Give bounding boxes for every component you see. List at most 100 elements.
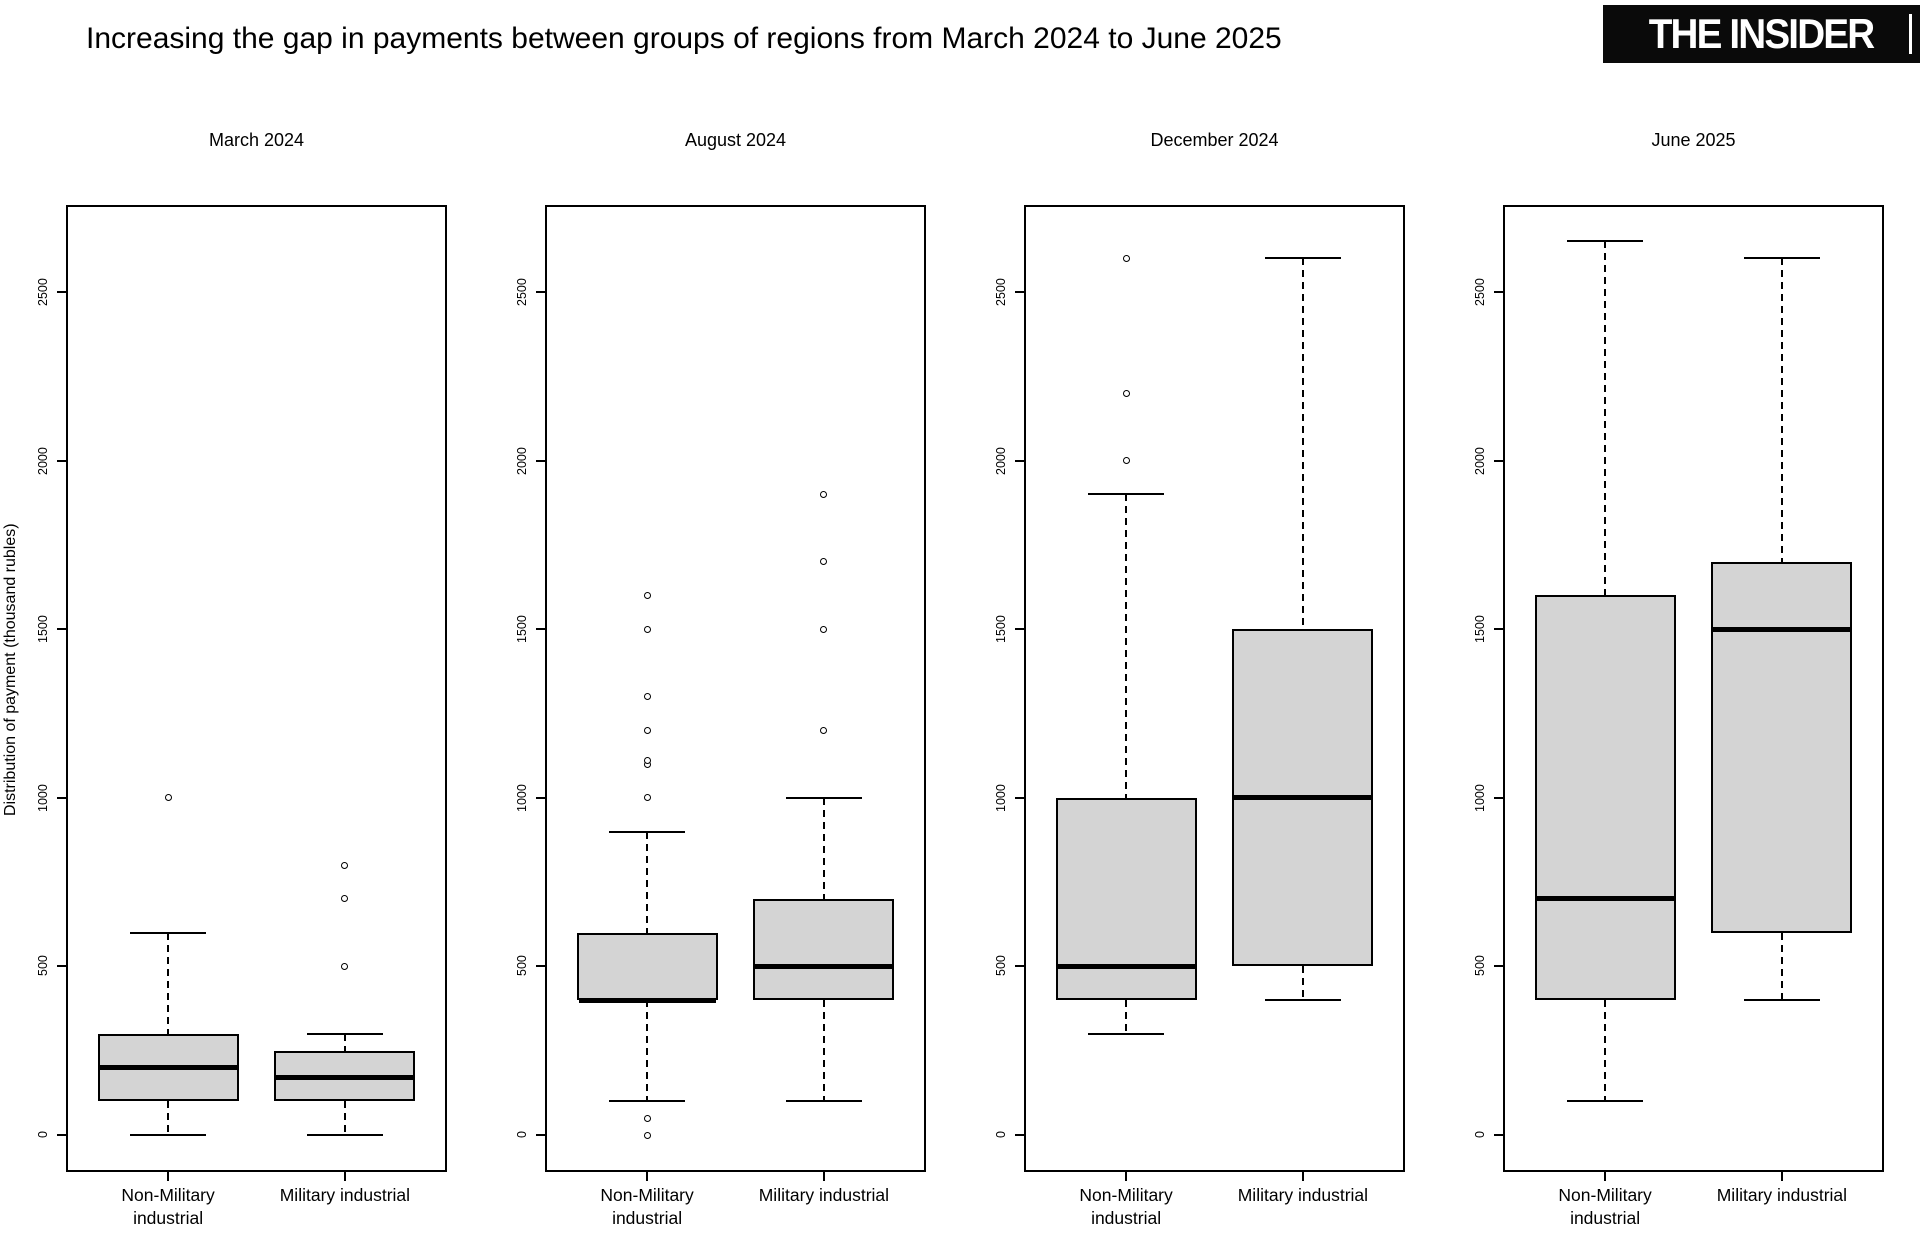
y-tick-label: 500	[994, 955, 1008, 977]
panel-title: June 2025	[1651, 130, 1736, 150]
outlier-point	[820, 490, 828, 498]
y-tick-label: 2500	[36, 278, 50, 306]
x-axis-tick	[1780, 1172, 1783, 1181]
upper-whisker-cap	[609, 830, 686, 833]
outlier-point	[643, 625, 651, 633]
y-tick-label: 1000	[515, 783, 529, 812]
the-insider-logo: THE INSIDER	[1603, 5, 1920, 63]
box-rect	[576, 932, 718, 1001]
y-tick-label: 1000	[994, 783, 1008, 812]
y-tick-label: 2500	[1473, 278, 1487, 306]
plot-frame	[545, 205, 926, 1172]
outlier-point	[1122, 254, 1130, 262]
y-axis-tick	[1015, 796, 1024, 799]
y-axis-tick	[57, 291, 66, 293]
y-axis-tick	[536, 291, 545, 293]
y-tick-label: 1500	[36, 615, 50, 644]
y-axis-tick	[57, 965, 66, 968]
box-rect	[1055, 797, 1197, 1001]
y-tick-label: 0	[994, 1131, 1008, 1139]
outlier-point	[1122, 457, 1130, 465]
median-line	[1713, 626, 1851, 632]
upper-whisker-cap	[306, 1032, 383, 1035]
x-axis-tick	[1125, 1172, 1128, 1181]
y-tick-label: 500	[515, 955, 529, 977]
plot-frame	[66, 205, 447, 1172]
y-axis-tick	[57, 1134, 66, 1136]
outlier-point	[820, 726, 828, 734]
x-axis-tick	[1604, 1172, 1607, 1181]
upper-whisker-line	[1125, 494, 1128, 798]
outlier-point	[643, 757, 651, 765]
median-line	[1536, 896, 1674, 902]
y-axis-title: Distribution of payment (thousand rubles…	[2, 523, 19, 817]
y-axis-tick	[1494, 628, 1503, 631]
y-axis-tick	[1015, 291, 1024, 293]
y-tick-label: 2000	[515, 446, 529, 475]
upper-whisker-cap	[130, 931, 207, 934]
y-tick-label: 500	[36, 955, 50, 977]
lower-whisker-cap	[1567, 1100, 1644, 1103]
y-tick-label: 2500	[994, 278, 1008, 306]
outlier-point	[643, 591, 651, 599]
y-axis-tick	[536, 796, 545, 799]
y-tick-label: 1500	[994, 615, 1008, 644]
y-tick-label: 0	[1473, 1131, 1487, 1139]
panel-title: March 2024	[208, 130, 305, 150]
outlier-point	[341, 962, 349, 970]
x-axis-tick	[167, 1172, 170, 1181]
y-axis-tick	[57, 459, 66, 462]
lower-whisker-cap	[1088, 1032, 1165, 1035]
outlier-point	[341, 895, 349, 903]
lower-whisker-cap	[1743, 999, 1820, 1002]
lower-whisker-cap	[785, 1100, 862, 1103]
outlier-point	[164, 794, 172, 802]
y-axis-tick	[57, 796, 66, 799]
category-label: Non-Military industrial	[1558, 1185, 1652, 1228]
x-axis-tick	[343, 1172, 346, 1181]
lower-whisker-line	[822, 1000, 825, 1102]
median-line	[1057, 963, 1195, 969]
lower-whisker-line	[167, 1101, 170, 1135]
x-axis-tick	[646, 1172, 649, 1181]
median-line	[755, 963, 893, 969]
outlier-point	[643, 794, 651, 802]
lower-whisker-cap	[1264, 999, 1341, 1002]
box-rect	[753, 898, 895, 1001]
y-axis-tick	[536, 459, 545, 462]
lower-whisker-cap	[306, 1134, 383, 1136]
outlier-point	[643, 1114, 651, 1122]
lower-whisker-line	[1780, 932, 1783, 1001]
y-axis-tick	[1494, 796, 1503, 799]
y-tick-label: 2000	[994, 446, 1008, 475]
outlier-point	[643, 726, 651, 734]
category-label: Non-Military industrial	[600, 1185, 694, 1228]
category-label: Military industrial	[1716, 1185, 1848, 1205]
upper-whisker-line	[167, 932, 170, 1034]
upper-whisker-line	[822, 797, 825, 899]
y-tick-label: 0	[515, 1131, 529, 1139]
upper-whisker-line	[646, 831, 649, 933]
y-tick-label: 1000	[36, 783, 50, 812]
y-axis-tick	[1494, 965, 1503, 968]
y-tick-label: 2000	[36, 446, 50, 475]
panel-title: December 2024	[1150, 130, 1279, 150]
x-axis-tick	[822, 1172, 825, 1181]
y-axis-tick	[1015, 459, 1024, 462]
outlier-point	[1122, 389, 1130, 397]
category-label: Non-Military industrial	[1079, 1185, 1173, 1228]
y-axis-tick	[536, 965, 545, 968]
y-axis-tick	[536, 628, 545, 631]
median-line	[1234, 795, 1372, 801]
x-axis-tick	[1301, 1172, 1304, 1181]
lower-whisker-line	[646, 1000, 649, 1102]
median-line	[578, 997, 716, 1003]
category-label: Non-Military industrial	[121, 1185, 215, 1228]
y-axis-tick	[1494, 1134, 1503, 1136]
outlier-point	[341, 861, 349, 869]
box-rect	[1534, 595, 1676, 1001]
y-axis-tick	[57, 628, 66, 631]
y-axis-tick	[1015, 1134, 1024, 1136]
lower-whisker-cap	[609, 1100, 686, 1103]
